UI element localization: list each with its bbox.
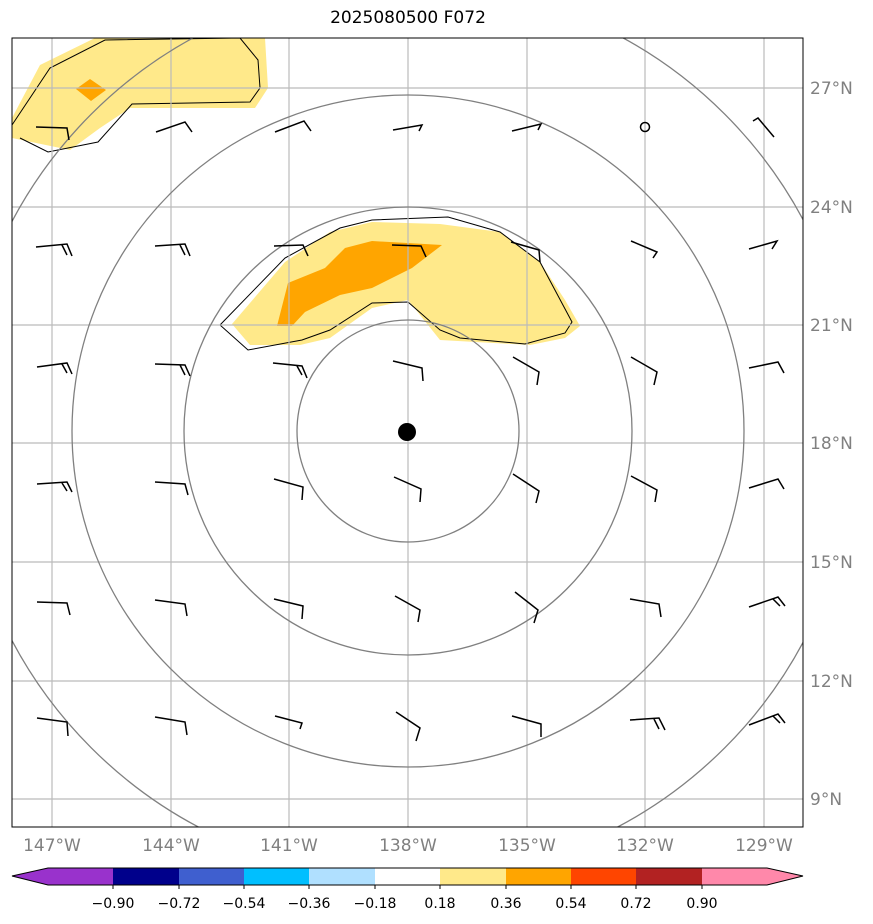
wind-barb (629, 717, 666, 731)
colorbar-ticks: −0.90 −0.72 −0.54 −0.36 −0.18 0.18 0.36 … (92, 896, 718, 912)
colorbar-segment (702, 868, 803, 885)
wind-barb (748, 478, 785, 490)
colorbar-tick-label: 0.90 (686, 896, 717, 912)
contour-north (219, 216, 573, 351)
colorbar-segment (113, 868, 179, 885)
wind-barb (154, 363, 191, 377)
colorbar-tick-label: −0.36 (288, 896, 331, 912)
lat-label: 24°N (810, 198, 853, 218)
wind-barb (748, 596, 786, 608)
wind-barb (274, 715, 303, 730)
wind-barb (35, 126, 70, 141)
lon-label: 141°W (260, 836, 318, 856)
wind-barb (630, 240, 659, 259)
wind-barb (514, 591, 539, 624)
wind-barb (393, 476, 422, 503)
colorbar-tick-label: −0.18 (354, 896, 397, 912)
wind-barb (748, 713, 786, 726)
colorbar-segment (636, 868, 702, 885)
wind-barb (36, 601, 71, 616)
wind-barb (512, 473, 540, 504)
wind-barb (35, 243, 73, 257)
lon-label: 138°W (379, 836, 437, 856)
colorbar-tick-label: −0.54 (223, 896, 266, 912)
wind-barb (36, 362, 73, 375)
colorbar-segment (506, 868, 571, 885)
wind-barb (511, 122, 543, 132)
colorbar-segment (571, 868, 636, 885)
lon-label: 144°W (142, 836, 200, 856)
wind-barb (395, 711, 421, 742)
map-area (12, 38, 803, 827)
colorbar-tick-label: −0.72 (158, 896, 201, 912)
wind-barb (512, 356, 540, 386)
wind-barb (630, 356, 658, 386)
lon-label: 132°W (616, 836, 674, 856)
wind-barb (154, 481, 189, 496)
longitude-labels: 147°W 144°W 141°W 138°W 135°W 132°W 129°… (23, 836, 793, 856)
wind-barb (155, 121, 193, 133)
wind-barb (154, 716, 188, 736)
wind-barb (273, 244, 309, 257)
range-ring-3 (71, 94, 745, 768)
range-ring-4 (12, 38, 803, 827)
wind-barbs (35, 117, 786, 742)
wind-barb (752, 117, 775, 138)
wind-barb (510, 241, 541, 263)
wind-barb (273, 598, 304, 620)
colorbar-segment (309, 868, 375, 885)
wind-barb (36, 717, 69, 737)
wind-barb (274, 120, 312, 133)
wind-barb (272, 362, 308, 379)
gridlines (12, 38, 803, 827)
lon-label: 147°W (23, 836, 81, 856)
lat-label: 27°N (810, 79, 853, 99)
colorbar-tick-label: 0.72 (620, 896, 651, 912)
range-ring-1 (296, 319, 520, 543)
colorbar-outline (11, 867, 804, 886)
wind-barb (154, 599, 188, 617)
wind-barb (391, 244, 427, 258)
colorbar-segment (12, 868, 113, 885)
colorbar-tick-label: 0.54 (555, 896, 586, 912)
wind-barb (629, 598, 662, 618)
shaded-region-northwest (12, 38, 268, 150)
wind-barb (630, 475, 658, 503)
storm-center-dot (398, 423, 416, 441)
range-rings (12, 38, 803, 827)
colorbar-tick-label: 0.36 (490, 896, 521, 912)
wind-barb (394, 595, 421, 623)
shaded-region-northwest-core (76, 79, 106, 101)
colorbar-tick-label: 0.18 (424, 896, 455, 912)
latitude-labels: 27°N 24°N 21°N 18°N 15°N 12°N 9°N (810, 79, 853, 810)
lat-label: 21°N (810, 316, 853, 336)
map-title: 2025080500 F072 (330, 8, 486, 28)
lat-label: 15°N (810, 553, 853, 573)
colorbar: −0.90 −0.72 −0.54 −0.36 −0.18 0.18 0.36 … (11, 867, 804, 912)
wind-barb (748, 361, 785, 374)
colorbar-segment (375, 868, 440, 885)
colorbar-segment (179, 868, 244, 885)
lon-label: 129°W (735, 836, 793, 856)
colorbar-segment (244, 868, 309, 885)
lat-label: 12°N (810, 672, 853, 692)
wind-barb (154, 243, 191, 257)
wind-barb (273, 478, 304, 501)
shaded-region-north-core (277, 241, 442, 326)
lat-label: 9°N (810, 790, 842, 810)
wind-barb (748, 239, 779, 250)
colorbar-tick-label: −0.90 (92, 896, 135, 912)
lat-label: 18°N (810, 434, 853, 454)
wind-barb (511, 715, 542, 737)
shaded-region-north (232, 222, 580, 345)
wind-barb (36, 481, 73, 493)
wind-barb (392, 124, 424, 132)
map-frame (11, 37, 804, 828)
lon-label: 135°W (498, 836, 556, 856)
colorbar-segment (440, 868, 506, 885)
wind-barb (392, 360, 424, 382)
calm-wind-circle (639, 121, 651, 133)
range-ring-2 (183, 206, 633, 656)
